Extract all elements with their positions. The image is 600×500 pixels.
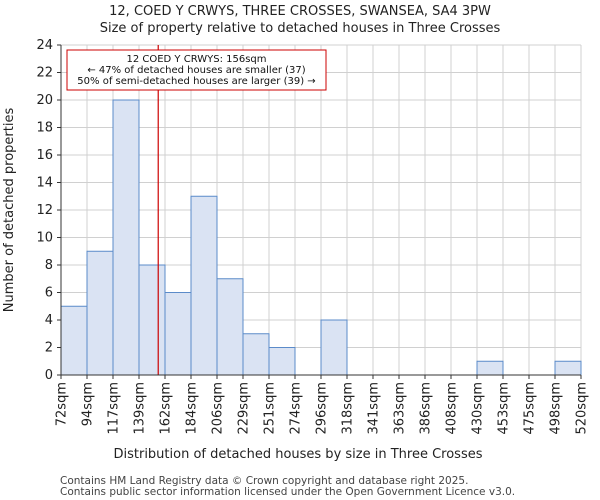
bar [268, 347, 296, 376]
x-tick-label: 498sqm [549, 382, 564, 435]
x-tick-label: 184sqm [185, 382, 200, 435]
chart-subtitle: Size of property relative to detached ho… [100, 21, 501, 36]
x-tick-label: 386sqm [419, 382, 434, 435]
y-tick-label: 14 [36, 176, 53, 191]
y-tick-label: 8 [45, 258, 53, 273]
x-tick-label: 251sqm [263, 382, 278, 435]
x-tick-label: 430sqm [471, 382, 486, 435]
x-tick-label: 341sqm [367, 382, 382, 435]
x-tick-labels: 72sqm 94sqm 117sqm 139sqm 162sqm 184sqm 206sqm… [55, 375, 590, 435]
bar [138, 264, 166, 376]
y-tick-label: 22 [36, 66, 53, 81]
y-tick-label: 16 [36, 148, 53, 163]
annotation-line-1: 12 COED Y CRWYS: 156sqm [126, 54, 266, 65]
x-tick-label: 296sqm [315, 382, 330, 435]
y-tick-label: 18 [36, 121, 53, 136]
x-tick-label: 453sqm [497, 382, 512, 435]
y-tick-label: 0 [45, 368, 53, 383]
bar [554, 360, 582, 376]
x-tick-label: 72sqm [55, 382, 70, 426]
annotation-box [66, 49, 327, 91]
x-tick-label: 162sqm [159, 382, 174, 435]
x-tick-label: 363sqm [393, 382, 408, 435]
y-tick-label: 2 [45, 341, 53, 356]
annotation-line-3: 50% of semi-detached houses are larger (… [77, 76, 315, 87]
x-tick-label: 520sqm [575, 382, 590, 435]
x-tick-label: 139sqm [133, 382, 148, 435]
y-axis-label: Number of detached properties [2, 108, 17, 313]
y-tick-label: 6 [45, 286, 53, 301]
y-tick-label: 24 [36, 38, 53, 53]
x-tick-label: 274sqm [289, 382, 304, 435]
bar [190, 195, 218, 376]
x-tick-label: 408sqm [445, 382, 460, 435]
bar [242, 333, 270, 376]
x-tick-label: 117sqm [107, 382, 122, 435]
footer-line-1: Contains HM Land Registry data © Crown c… [60, 475, 468, 487]
footer-line-2: Contains public sector information licen… [60, 486, 515, 498]
bar [112, 99, 140, 376]
bar [60, 305, 88, 376]
bar [164, 292, 192, 376]
x-tick-label: 94sqm [81, 382, 96, 426]
bar [216, 278, 244, 376]
bar [476, 360, 504, 376]
y-tick-label: 10 [36, 231, 53, 246]
y-tick-label: 12 [36, 203, 53, 218]
y-tick-label: 4 [45, 313, 53, 328]
x-tick-label: 318sqm [341, 382, 356, 435]
x-tick-label: 206sqm [211, 382, 226, 435]
y-tick-label: 20 [36, 93, 53, 108]
bar [320, 319, 348, 376]
bar [86, 250, 114, 376]
x-axis-label: Distribution of detached houses by size … [113, 447, 482, 462]
x-tick-label: 475sqm [523, 382, 538, 435]
annotation-line-2: ← 47% of detached houses are smaller (37… [87, 65, 305, 76]
x-tick-label: 229sqm [237, 382, 252, 435]
chart-title: 12, COED Y CRWYS, THREE CROSSES, SWANSEA… [109, 4, 491, 19]
